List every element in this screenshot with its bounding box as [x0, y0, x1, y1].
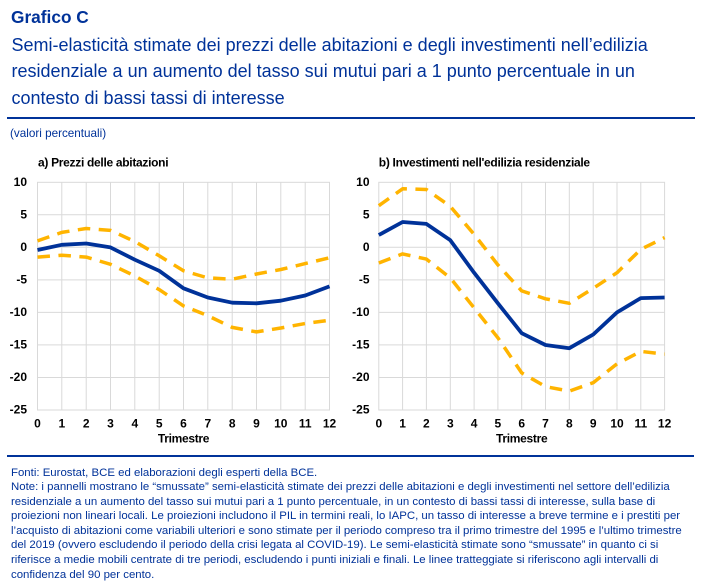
svg-text:10: 10	[274, 417, 288, 431]
svg-text:2: 2	[423, 417, 430, 431]
svg-text:-10: -10	[10, 305, 28, 319]
svg-text:1: 1	[58, 417, 65, 431]
svg-text:-5: -5	[16, 273, 27, 287]
svg-text:-20: -20	[352, 370, 370, 384]
svg-text:10: 10	[14, 175, 28, 189]
svg-text:8: 8	[566, 417, 573, 431]
svg-text:0: 0	[363, 240, 370, 254]
svg-text:-25: -25	[352, 403, 370, 417]
svg-text:0: 0	[34, 417, 41, 431]
svg-text:1: 1	[399, 417, 406, 431]
svg-text:Trimestre: Trimestre	[496, 432, 548, 446]
svg-text:-25: -25	[10, 403, 28, 417]
svg-text:4: 4	[471, 417, 478, 431]
svg-text:5: 5	[156, 417, 163, 431]
svg-text:-20: -20	[10, 370, 28, 384]
svg-text:Trimestre: Trimestre	[158, 432, 210, 446]
svg-text:10: 10	[356, 175, 370, 189]
svg-text:b) Investimenti nell'edilizia: b) Investimenti nell'edilizia residenzia…	[379, 155, 591, 169]
svg-text:-15: -15	[10, 338, 28, 352]
svg-text:11: 11	[634, 417, 647, 431]
svg-text:10: 10	[610, 417, 624, 431]
svg-text:8: 8	[229, 417, 236, 431]
svg-text:6: 6	[518, 417, 525, 431]
svg-text:9: 9	[590, 417, 597, 431]
svg-text:0: 0	[20, 240, 27, 254]
svg-text:-10: -10	[352, 305, 370, 319]
svg-text:7: 7	[542, 417, 549, 431]
svg-text:3: 3	[447, 417, 454, 431]
svg-text:12: 12	[658, 417, 672, 431]
svg-text:11: 11	[299, 417, 312, 431]
svg-text:6: 6	[180, 417, 187, 431]
svg-text:3: 3	[107, 417, 114, 431]
svg-text:0: 0	[375, 417, 382, 431]
svg-text:12: 12	[323, 417, 337, 431]
svg-text:-15: -15	[352, 338, 370, 352]
svg-text:5: 5	[495, 417, 502, 431]
svg-text:a) Prezzi delle abitazioni: a) Prezzi delle abitazioni	[38, 155, 168, 169]
svg-text:5: 5	[20, 208, 27, 222]
svg-text:4: 4	[131, 417, 138, 431]
svg-text:-5: -5	[359, 273, 370, 287]
svg-text:5: 5	[363, 208, 370, 222]
svg-text:9: 9	[253, 417, 260, 431]
svg-text:7: 7	[204, 417, 211, 431]
svg-text:2: 2	[83, 417, 90, 431]
